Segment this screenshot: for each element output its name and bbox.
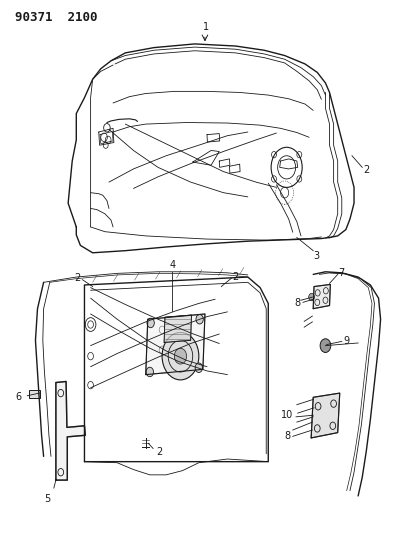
Bar bbox=[28, 390, 40, 398]
Text: 2: 2 bbox=[156, 447, 162, 457]
Text: 10: 10 bbox=[281, 410, 293, 420]
Text: 8: 8 bbox=[284, 431, 290, 441]
Text: 3: 3 bbox=[313, 251, 318, 261]
Polygon shape bbox=[311, 393, 339, 438]
Text: 5: 5 bbox=[44, 494, 50, 504]
Polygon shape bbox=[145, 314, 204, 375]
Circle shape bbox=[146, 367, 153, 377]
Polygon shape bbox=[164, 315, 191, 342]
Text: 6: 6 bbox=[15, 392, 21, 402]
Text: 8: 8 bbox=[294, 298, 300, 309]
Text: 2: 2 bbox=[232, 272, 238, 282]
Polygon shape bbox=[313, 285, 330, 309]
Text: 7: 7 bbox=[338, 268, 344, 278]
Circle shape bbox=[147, 318, 154, 328]
Text: 2: 2 bbox=[363, 165, 369, 175]
Text: 90371  2100: 90371 2100 bbox=[15, 11, 97, 23]
Circle shape bbox=[308, 293, 313, 301]
Text: 4: 4 bbox=[169, 260, 175, 270]
Circle shape bbox=[195, 314, 203, 324]
Circle shape bbox=[319, 339, 330, 352]
Text: 9: 9 bbox=[342, 336, 348, 346]
Circle shape bbox=[195, 363, 202, 373]
Text: 1: 1 bbox=[202, 22, 208, 32]
Circle shape bbox=[161, 333, 198, 380]
Polygon shape bbox=[56, 382, 85, 480]
Text: 2: 2 bbox=[74, 273, 80, 283]
Circle shape bbox=[174, 348, 186, 364]
